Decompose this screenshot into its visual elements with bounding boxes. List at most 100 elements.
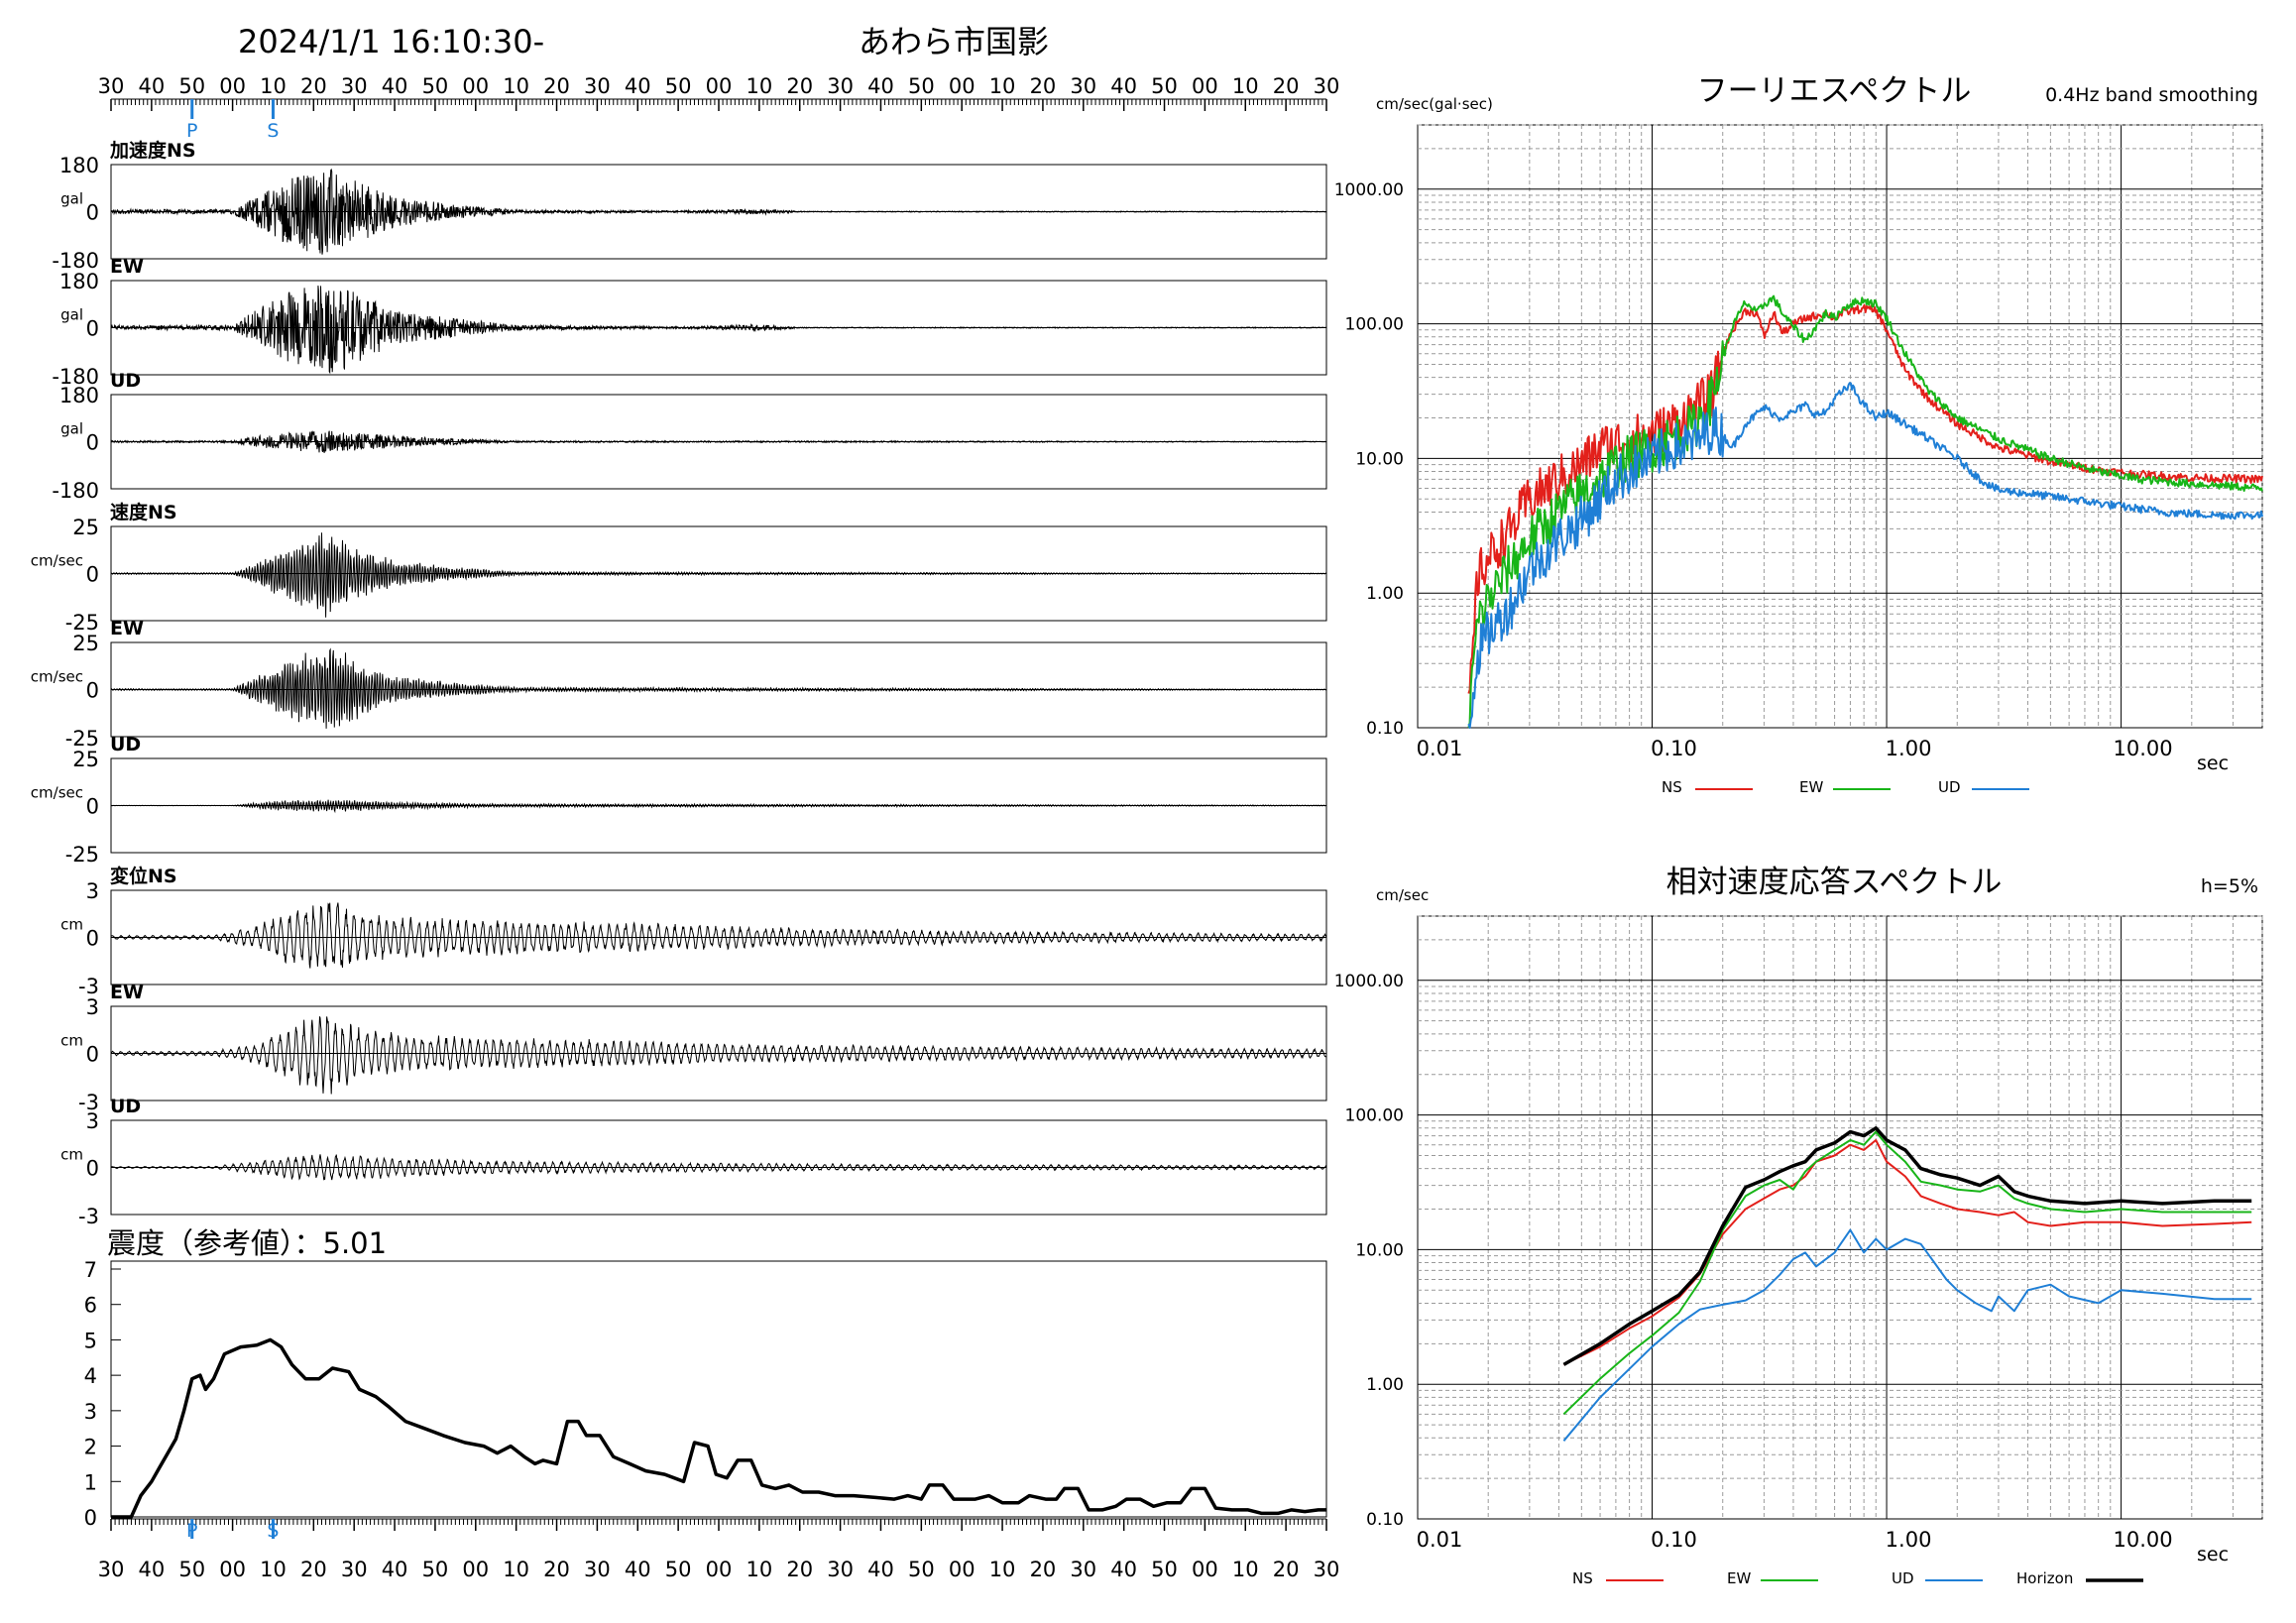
spectrum-x-unit: sec — [2197, 753, 2229, 774]
waveform-max-label: 3 — [86, 995, 99, 1019]
time-tick-label: 30 — [584, 1558, 611, 1581]
time-tick-label: 20 — [300, 74, 327, 98]
waveform-trace — [110, 647, 1327, 729]
spectrum-y-tick-label: 1000.00 — [1334, 972, 1404, 991]
intensity-tick-label: 7 — [84, 1258, 97, 1282]
spectrum-y-tick-label: 10.00 — [1355, 1240, 1404, 1260]
spectrum-series-ew — [1467, 294, 2263, 729]
waveform-component-label: EW — [110, 256, 144, 278]
time-tick-label: 10 — [746, 74, 772, 98]
time-tick-label: 00 — [949, 74, 976, 98]
waveform-component-label: EW — [110, 618, 144, 639]
spectrum-x-tick-label: 0.10 — [1651, 1528, 1697, 1552]
legend-label: NS — [1662, 778, 1682, 796]
time-tick-label: 10 — [260, 74, 287, 98]
waveform-panel: 25 0 -25 cm/sec UD — [31, 734, 1327, 867]
legend-label: UD — [1938, 778, 1961, 796]
time-tick-label: 20 — [1273, 74, 1300, 98]
time-tick-label: 40 — [867, 1558, 894, 1581]
time-tick-label: 30 — [827, 1558, 854, 1581]
time-tick-label: 50 — [908, 74, 935, 98]
time-tick-label: 10 — [746, 1558, 772, 1581]
time-tick-label: 40 — [138, 74, 165, 98]
waveform-trace — [110, 902, 1327, 969]
waveform-min-label: -180 — [52, 365, 99, 389]
waveform-zero-label: 0 — [86, 431, 99, 455]
time-tick-label: 30 — [1314, 1558, 1340, 1581]
time-tick-label: 20 — [1030, 74, 1057, 98]
waveform-panel: 180 0 -180 gal 加速度NS — [52, 139, 1327, 273]
time-tick-label: 20 — [786, 74, 813, 98]
time-tick-label: 40 — [382, 1558, 408, 1581]
time-tick-label: 50 — [665, 1558, 692, 1581]
spectrum-y-unit: cm/sec — [1376, 886, 1429, 904]
waveform-zero-label: 0 — [86, 927, 99, 951]
time-tick-label: 10 — [1232, 74, 1259, 98]
time-tick-label: 40 — [867, 74, 894, 98]
spectrum-y-tick-label: 1.00 — [1366, 1375, 1404, 1395]
time-tick-label: 50 — [1151, 74, 1178, 98]
waveform-max-label: 3 — [86, 1109, 99, 1133]
waveform-unit-label: cm — [60, 1032, 83, 1050]
time-tick-label: 30 — [584, 74, 611, 98]
spectrum-title: 相対速度応答スペクトル — [1666, 865, 2003, 900]
intensity-title: 震度（参考値）：5.01 — [107, 1226, 387, 1260]
time-tick-label: 00 — [462, 74, 489, 98]
time-tick-label: 10 — [989, 74, 1016, 98]
time-tick-label: 30 — [1314, 74, 1340, 98]
time-tick-label: 50 — [422, 74, 449, 98]
waveform-panel: 180 0 -180 gal EW — [52, 256, 1327, 389]
intensity-frame — [110, 1260, 1327, 1518]
spectrum-x-tick-label: 0.01 — [1417, 1528, 1463, 1552]
waveform-zero-label: 0 — [86, 201, 99, 225]
time-tick-label: 30 — [1070, 74, 1096, 98]
time-tick-label: 20 — [543, 1558, 570, 1581]
time-tick-label: 10 — [1232, 1558, 1259, 1581]
waveform-max-label: 180 — [59, 270, 99, 293]
time-axis-top: 30 40 50 00 10 20 30 40 50 00 10 20 30 40 50 00 10 20 30 40… — [98, 74, 1340, 142]
waveform-min-label: -25 — [65, 727, 99, 751]
fourier-spectrum-panel: 1000.00 100.00 10.00 1.00 0.10 0.01 0.10 1.00 10… — [1334, 73, 2263, 796]
waveform-max-label: 25 — [72, 748, 99, 771]
waveform-component-label: UD — [110, 370, 141, 392]
time-tick-label: 50 — [908, 1558, 935, 1581]
time-tick-label: 20 — [543, 74, 570, 98]
waveform-zero-label: 0 — [86, 317, 99, 341]
waveform-zero-label: 0 — [86, 679, 99, 703]
spectrum-y-tick-label: 0.10 — [1366, 1510, 1404, 1530]
spectrum-frame — [1417, 915, 2263, 1520]
spectrum-y-tick-label: 0.10 — [1366, 719, 1404, 739]
time-tick-label: 20 — [1030, 1558, 1057, 1581]
waveform-panel: 180 0 -180 gal UD — [52, 370, 1327, 503]
spectrum-title: フーリエスペクトル — [1697, 73, 1972, 109]
time-tick-label: 30 — [1070, 1558, 1096, 1581]
waveform-min-label: -25 — [65, 611, 99, 635]
spectrum-x-tick-label: 1.00 — [1886, 1528, 1932, 1552]
time-tick-label: 20 — [1273, 1558, 1300, 1581]
intensity-tick-label: 2 — [84, 1436, 97, 1459]
waveform-max-label: 25 — [72, 632, 99, 655]
time-tick-label: 00 — [706, 74, 733, 98]
waveform-trace — [110, 1016, 1327, 1095]
time-tick-label: 40 — [138, 1558, 165, 1581]
time-tick-label: 30 — [341, 1558, 368, 1581]
spectrum-series-ns — [1467, 303, 2263, 694]
spectrum-x-tick-label: 0.01 — [1417, 737, 1463, 760]
waveform-panel: 3 0 -3 cm UD — [60, 1096, 1327, 1228]
spectrum-x-tick-label: 0.10 — [1651, 737, 1697, 760]
time-tick-label: 00 — [949, 1558, 976, 1581]
waveform-panel: 3 0 -3 cm 変位NS — [60, 865, 1327, 998]
time-tick-label: 50 — [1151, 1558, 1178, 1581]
velocity-response-spectrum-panel: 1000.00 100.00 10.00 1.00 0.10 0.01 0.10 1.00 10… — [1334, 865, 2263, 1587]
time-tick-label: 00 — [219, 74, 246, 98]
time-tick-label: 00 — [462, 1558, 489, 1581]
waveform-panels: 180 0 -180 gal 加速度NS 180 0 -180 gal EW 180 0 -180 gal… — [31, 139, 1327, 1228]
waveform-unit-label: cm — [60, 1146, 83, 1164]
time-tick-label: 30 — [98, 1558, 125, 1581]
waveform-unit-label: gal — [60, 420, 83, 438]
spectrum-x-tick-label: 1.00 — [1886, 737, 1932, 760]
record-datetime: 2024/1/1 16:10:30- — [238, 23, 544, 60]
legend-label: EW — [1727, 1569, 1751, 1587]
spectrum-x-unit: sec — [2197, 1544, 2229, 1565]
